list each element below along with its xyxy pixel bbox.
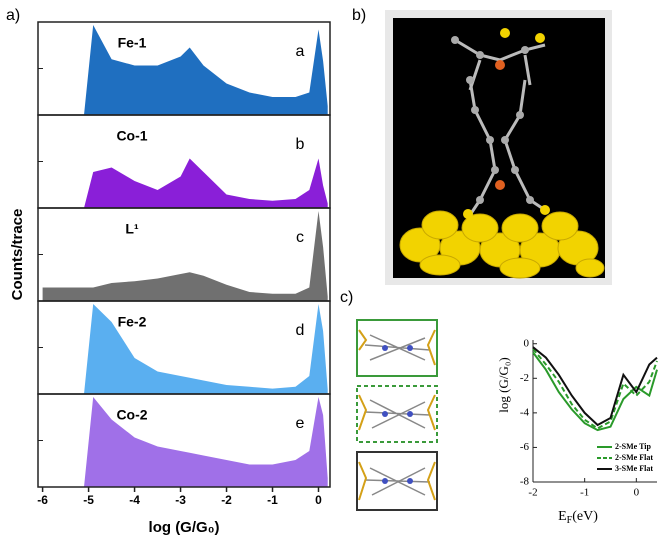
- y-tick-label: -6: [520, 441, 530, 453]
- panel-letter: e: [296, 415, 305, 432]
- histogram: [42, 158, 328, 208]
- x-tick-label: -2: [221, 493, 232, 507]
- x-axis-label: EF(eV): [558, 509, 598, 526]
- panel-label: a): [6, 7, 20, 24]
- x-tick-label: -1: [580, 487, 589, 499]
- panel-letter: d: [296, 322, 305, 339]
- x-tick-label: -4: [129, 493, 140, 507]
- series-name: Co-2: [116, 407, 147, 423]
- panel-letter: b: [296, 136, 305, 153]
- series-name: Co-1: [116, 128, 147, 144]
- x-axis-label: log (G/G₀): [149, 519, 220, 536]
- x-tick-label: -2: [528, 487, 537, 499]
- molecule-render: [385, 10, 612, 285]
- panel-label: c): [340, 289, 353, 306]
- histogram: [42, 25, 328, 115]
- panel-label: b): [352, 7, 366, 24]
- x-tick-label: -1: [267, 493, 278, 507]
- series-line: [532, 348, 658, 430]
- legend-label: 3-SMe Flat: [615, 464, 653, 473]
- x-axis-label-part: F: [567, 515, 573, 526]
- x-axis-label-part: (eV): [572, 509, 598, 524]
- x-tick-label: -6: [37, 493, 48, 507]
- x-tick-label: -3: [175, 493, 186, 507]
- series-name: Fe-1: [118, 35, 147, 51]
- x-tick-label: 0: [634, 487, 640, 499]
- histogram: [42, 211, 328, 301]
- y-tick-label: -2: [520, 372, 529, 384]
- histogram: [42, 304, 328, 394]
- series-name: Fe-2: [118, 314, 147, 330]
- x-tick-label: -5: [83, 493, 94, 507]
- y-axis-label: log (G/G₀): [496, 357, 511, 412]
- x-tick-label: 0: [315, 493, 322, 507]
- y-tick-label: 0: [524, 337, 530, 349]
- junction-structures: [356, 319, 438, 511]
- series-line: [532, 351, 658, 432]
- legend-label: 2-SMe Flat: [615, 453, 653, 462]
- y-tick-label: -4: [520, 406, 530, 418]
- panel-letter: a: [296, 43, 305, 60]
- y-axis-label: Counts/trace: [9, 209, 26, 301]
- panel-letter: c: [296, 229, 304, 246]
- x-axis-label-part: E: [558, 509, 567, 524]
- legend-label: 2-SMe Tip: [615, 442, 651, 451]
- series-name: L¹: [125, 221, 139, 237]
- histogram: [42, 397, 328, 487]
- y-tick-label: -8: [520, 476, 530, 488]
- series-line: [532, 346, 658, 427]
